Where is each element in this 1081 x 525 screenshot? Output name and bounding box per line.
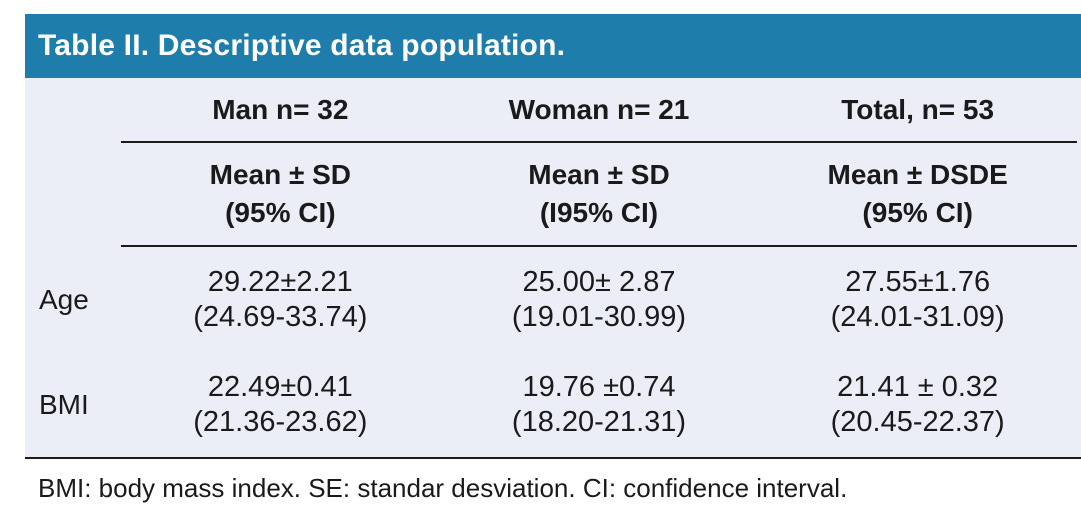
table-body: Man n= 32 Woman n= 21 Total, n= 53 Mean … xyxy=(25,78,1081,459)
bmi-total-cell: 21.41 ± 0.32 (20.45-22.37) xyxy=(758,352,1077,457)
table-footnote: BMI: body mass index. SE: standar desvia… xyxy=(38,473,848,503)
bmi-woman-mean: 19.76 ±0.74 xyxy=(522,370,676,403)
column-header-row: Man n= 32 Woman n= 21 Total, n= 53 xyxy=(25,78,1081,143)
subheader-man-line1: Mean ± SD xyxy=(209,159,352,190)
bmi-total-ci: (20.45-22.37) xyxy=(830,405,1005,438)
corner-empty-cell xyxy=(25,78,121,143)
column-header-total: Total, n= 53 xyxy=(758,78,1077,143)
subheader-man-line2: (95% CI) xyxy=(225,197,336,228)
age-total-mean: 27.55±1.76 xyxy=(845,265,991,298)
bmi-man-ci: (21.36-23.62) xyxy=(193,405,368,438)
subheader-total: Mean ± DSDE (95% CI) xyxy=(758,143,1077,247)
table-row-age: Age 29.22±2.21 (24.69-33.74) 25.00± 2.87… xyxy=(25,247,1081,352)
table-title-bar: Table II. Descriptive data population. xyxy=(25,14,1081,78)
age-total-cell: 27.55±1.76 (24.01-31.09) xyxy=(758,247,1077,352)
bmi-total-mean: 21.41 ± 0.32 xyxy=(837,370,999,403)
subheader-total-line2: (95% CI) xyxy=(862,197,973,228)
column-header-man: Man n= 32 xyxy=(121,78,440,143)
row-label-bmi: BMI xyxy=(39,388,89,420)
age-total-ci: (24.01-31.09) xyxy=(830,300,1005,333)
table-title: Table II. Descriptive data population. xyxy=(38,29,566,62)
age-woman-mean: 25.00± 2.87 xyxy=(522,265,676,298)
age-man-mean: 29.22±2.21 xyxy=(207,265,353,298)
table-row-bmi: BMI 22.49±0.41 (21.36-23.62) 19.76 ±0.74… xyxy=(25,352,1081,457)
column-header-woman: Woman n= 21 xyxy=(439,78,759,143)
subheader-empty-cell xyxy=(25,143,121,247)
age-man-ci: (24.69-33.74) xyxy=(193,300,368,333)
age-woman-cell: 25.00± 2.87 (19.01-30.99) xyxy=(440,247,759,352)
subheader-woman-line1: Mean ± SD xyxy=(528,159,670,190)
age-woman-ci: (19.01-30.99) xyxy=(511,300,687,333)
subheader-row: Mean ± SD (95% CI) Mean ± SD (I95% CI) M… xyxy=(25,143,1081,247)
subheader-man: Mean ± SD (95% CI) xyxy=(121,143,440,247)
subheader-woman: Mean ± SD (I95% CI) xyxy=(439,143,759,247)
bmi-woman-cell: 19.76 ±0.74 (18.20-21.31) xyxy=(440,352,759,457)
row-label-age: Age xyxy=(39,283,89,315)
subheader-woman-line2: (I95% CI) xyxy=(539,197,659,228)
age-man-cell: 29.22±2.21 (24.69-33.74) xyxy=(121,247,440,352)
bmi-man-mean: 22.49±0.41 xyxy=(207,370,353,403)
bmi-woman-ci: (18.20-21.31) xyxy=(511,405,687,438)
table-container: Table II. Descriptive data population. M… xyxy=(25,14,1081,459)
subheader-total-line1: Mean ± DSDE xyxy=(827,159,1008,190)
bmi-man-cell: 22.49±0.41 (21.36-23.62) xyxy=(121,352,440,457)
